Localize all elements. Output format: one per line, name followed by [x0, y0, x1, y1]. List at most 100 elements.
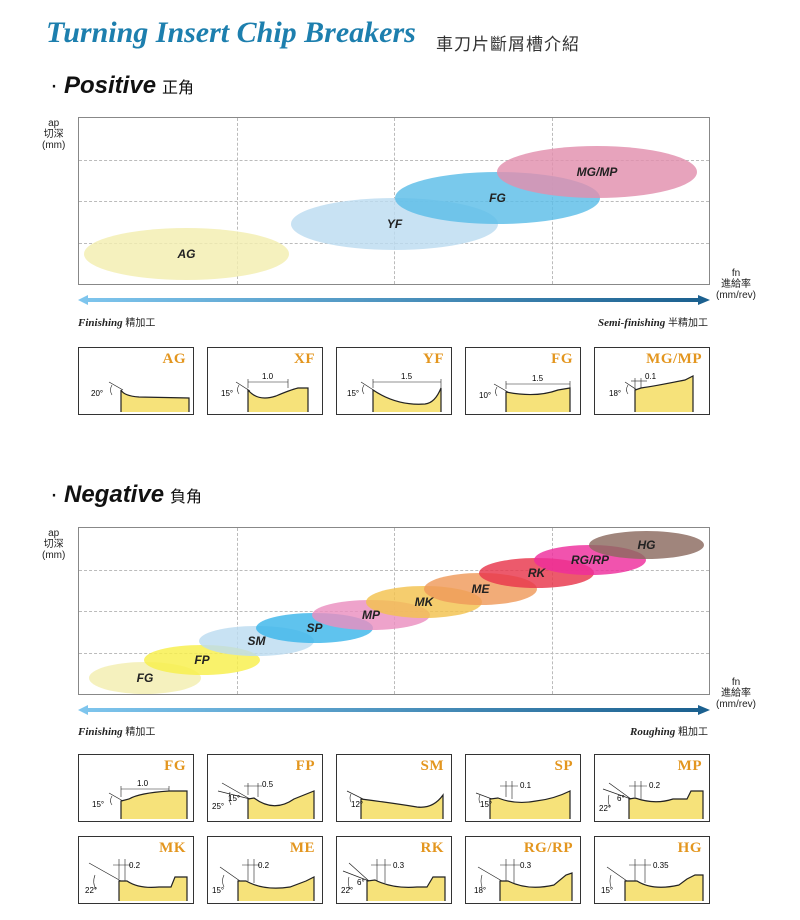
negative-fn-axis-label: fn 進給率 (mm/rev)	[716, 677, 756, 710]
positive-ap-axis-label: ap 切深 (mm)	[42, 118, 66, 151]
negative-card-hg: HG 0.35 15°	[594, 836, 710, 904]
positive-direction-arrow	[78, 295, 710, 305]
mk-land-label: 0.2	[129, 861, 141, 870]
negative-ap-axis-label: ap 切深 (mm)	[42, 528, 66, 561]
negative-direction-arrow	[78, 705, 710, 715]
positive-heading-zh: 正角	[162, 80, 195, 97]
zone-label-fg: FG	[136, 671, 154, 685]
card-code: RK	[420, 840, 444, 856]
fp-profile-diagram: 0.5 25° 15°	[212, 780, 315, 819]
card-code: RG/RP	[523, 840, 573, 856]
card-code: MK	[159, 840, 186, 856]
mgmp-profile-diagram: 0.1 18°	[609, 372, 694, 412]
rk-land-label: 0.3	[393, 861, 405, 870]
zone-label-me: ME	[471, 582, 490, 596]
mp-profile-diagram: 0.2 22° 6°	[599, 781, 704, 819]
positive-card-ag: AG 20°	[78, 347, 194, 415]
fp-angle2-label: 15°	[228, 794, 240, 803]
card-code: AG	[162, 351, 186, 367]
sp-land-label: 0.1	[520, 781, 532, 790]
grid-line-horizontal	[79, 160, 709, 161]
sm-angle-label: 12°	[351, 800, 363, 809]
me-profile-diagram: 0.2 15°	[212, 859, 315, 901]
fg-angle-label: 10°	[479, 391, 491, 400]
negative-card-rk: RK 0.3 22° 6°	[336, 836, 452, 904]
fg-profile-diagram: 1.5 10°	[479, 374, 571, 412]
card-code: SM	[420, 758, 444, 774]
rgrp-angle-label: 18°	[474, 886, 486, 895]
negative-heading-text: Negative	[64, 481, 165, 508]
positive-card-fg: FG 1.5 10°	[465, 347, 581, 415]
card-code: MP	[677, 758, 702, 774]
positive-card-xf: XF 1.0 15°	[207, 347, 323, 415]
mgmp-land-label: 0.1	[645, 372, 657, 381]
hg-profile-diagram: 0.35 15°	[601, 859, 704, 901]
negative-card-sm: SM 12°	[336, 754, 452, 822]
negative-card-sp: SP 0.1 15°	[465, 754, 581, 822]
card-code: FG	[164, 758, 186, 774]
card-code: YF	[423, 351, 444, 367]
rgrp-land-label: 0.3	[520, 861, 532, 870]
zone-hg	[589, 531, 704, 559]
grid-line-horizontal	[79, 570, 709, 571]
xf-angle-label: 15°	[221, 389, 233, 398]
rk-angle-label: 22°	[341, 886, 353, 895]
zone-label-mg-mp: MG/MP	[576, 165, 618, 179]
yf-angle-label: 15°	[347, 389, 359, 398]
sp-profile-diagram: 0.1 15°	[475, 781, 571, 819]
zone-label-ag: AG	[177, 247, 196, 261]
negative-card-mk: MK 0.2 22°	[78, 836, 194, 904]
positive-heading: · Positive 正角	[50, 72, 194, 100]
xf-profile-diagram: 1.0 15°	[221, 372, 309, 412]
neg-fg-angle-label: 15°	[92, 800, 104, 809]
yf-width-label: 1.5	[401, 372, 413, 381]
card-code: FG	[551, 351, 573, 367]
grid-line-horizontal	[79, 653, 709, 654]
negative-roughing-label: Roughing 粗加工	[630, 726, 708, 738]
neg-fg-profile-diagram: 1.0 15°	[92, 779, 188, 819]
fp-angle-label: 25°	[212, 802, 224, 811]
zone-ag	[84, 228, 289, 280]
negative-bullet: ·	[50, 481, 58, 508]
hg-angle-label: 15°	[601, 886, 613, 895]
negative-finishing-label: Finishing 精加工	[78, 726, 156, 738]
ag-angle-label: 20°	[91, 389, 103, 398]
positive-bullet: ·	[50, 72, 58, 99]
rgrp-profile-diagram: 0.3 18°	[474, 859, 573, 901]
mp-land-label: 0.2	[649, 781, 661, 790]
zone-label-rk: RK	[527, 566, 546, 580]
card-code: SP	[554, 758, 573, 774]
positive-application-chart: AGXFYFFGMG/MP	[78, 117, 710, 285]
positive-semifinishing-label: Semi-finishing 半精加工	[598, 317, 708, 329]
mk-profile-diagram: 0.2 22°	[85, 859, 188, 901]
mk-angle-label: 22°	[85, 886, 97, 895]
yf-profile-diagram: 1.5 15°	[347, 372, 442, 412]
negative-card-me: ME 0.2 15°	[207, 836, 323, 904]
negative-heading: · Negative 負角	[50, 481, 202, 509]
zone-label-sm: SM	[247, 634, 266, 648]
rk-profile-diagram: 0.3 22° 6°	[341, 859, 446, 901]
xf-width-label: 1.0	[262, 372, 274, 381]
card-code: FP	[295, 758, 315, 774]
rk-angle2-label: 6°	[357, 878, 365, 887]
positive-fn-axis-label: fn 進給率 (mm/rev)	[716, 268, 756, 301]
positive-card-mgmp: MG/MP 0.1 18°	[594, 347, 710, 415]
card-code: HG	[677, 840, 702, 856]
positive-heading-text: Positive	[64, 72, 157, 99]
ag-profile-diagram: 20°	[91, 381, 190, 412]
mp-angle-label: 22°	[599, 804, 611, 813]
fg-width-label: 1.5	[532, 374, 544, 383]
negative-card-fp: FP 0.5 25° 15°	[207, 754, 323, 822]
me-angle-label: 15°	[212, 886, 224, 895]
negative-card-mp: MP 0.2 22° 6°	[594, 754, 710, 822]
card-code: XF	[294, 351, 315, 367]
sm-profile-diagram: 12°	[346, 790, 444, 819]
zone-label-fg: FG	[489, 191, 506, 205]
zone-label-rg-rp: RG/RP	[570, 553, 610, 567]
fp-land-label: 0.5	[262, 780, 274, 789]
negative-card-fg: FG 1.0 15°	[78, 754, 194, 822]
negative-heading-zh: 負角	[170, 489, 203, 506]
zone-label-mp: MP	[362, 608, 380, 622]
neg-fg-width-label: 1.0	[137, 779, 149, 788]
positive-finishing-label: Finishing 精加工	[78, 317, 156, 329]
